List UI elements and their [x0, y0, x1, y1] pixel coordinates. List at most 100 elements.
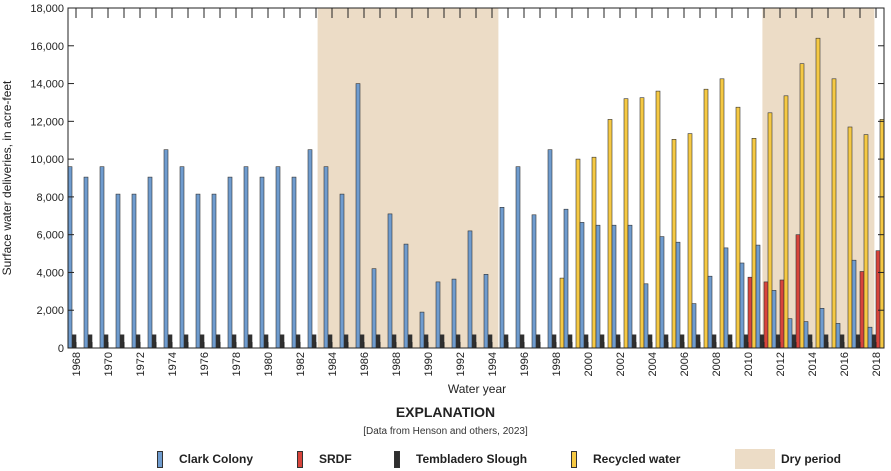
x-tick-label-1992: 1992	[455, 352, 467, 376]
x-tick-label-2016: 2016	[839, 352, 851, 376]
bar-tembladero-slough-2004	[647, 334, 653, 349]
x-tick-label-1974: 1974	[167, 352, 179, 376]
y-tick-label-4000: 4,000	[36, 267, 64, 279]
bar-recycled-water-2011	[767, 112, 773, 349]
bar-clark-colony-1995	[499, 207, 505, 349]
bar-tembladero-slough-1978	[231, 334, 237, 349]
bar-tembladero-slough-1979	[247, 334, 253, 349]
bar-clark-colony-2005	[659, 236, 665, 349]
x-tick-label-2014: 2014	[807, 352, 819, 376]
bar-srdf-2018	[875, 250, 881, 349]
bar-clark-colony-1976	[195, 193, 201, 349]
bar-clark-colony-1968	[67, 166, 73, 349]
x-tick-label-1988: 1988	[391, 352, 403, 376]
legend-title: EXPLANATION	[395, 404, 496, 420]
bar-clark-colony-1986	[355, 83, 361, 349]
bar-tembladero-slough-1970	[103, 334, 109, 349]
bar-recycled-water-2018	[879, 119, 885, 349]
bar-clark-colony-1979	[243, 166, 249, 349]
bar-clark-colony-2003	[627, 224, 633, 349]
bar-clark-colony-2018	[867, 326, 873, 349]
bar-clark-colony-1969	[83, 176, 89, 349]
bar-recycled-water-2001	[607, 119, 613, 349]
bar-clark-colony-1975	[179, 166, 185, 349]
x-tick-label-1984: 1984	[327, 352, 339, 376]
bar-tembladero-slough-2018	[871, 334, 877, 349]
bar-tembladero-slough-1993	[471, 334, 477, 349]
x-tick-label-2008: 2008	[711, 352, 723, 376]
bars	[67, 37, 885, 349]
bar-recycled-water-2010	[751, 138, 757, 349]
legend-item-dry-period: Dry period	[735, 448, 841, 470]
bar-srdf-2013	[795, 234, 801, 349]
bar-clark-colony-2002	[611, 224, 617, 349]
bar-clark-colony-1993	[467, 230, 473, 349]
bar-clark-colony-1999	[563, 208, 569, 349]
legend-swatch-clark-colony	[157, 450, 163, 468]
bar-clark-colony-1982	[291, 176, 297, 349]
bar-tembladero-slough-2003	[631, 334, 637, 349]
legend-swatch-recycled-water	[571, 450, 577, 468]
bar-recycled-water-2004	[655, 90, 661, 349]
bar-recycled-water-2013	[799, 63, 805, 349]
bar-tembladero-slough-1980	[263, 334, 269, 349]
x-tick-label-2004: 2004	[647, 352, 659, 376]
legend-item-tembladero-slough: Tembladero Slough	[394, 448, 527, 470]
y-axis-label: Surface water deliveries, in acre-feet	[0, 80, 14, 275]
bar-recycled-water-2003	[639, 97, 645, 349]
legend-item-recycled-water: Recycled water	[571, 448, 680, 470]
y-tick-label-8000: 8,000	[36, 192, 64, 204]
y-tick-label-16000: 16,000	[30, 41, 64, 53]
bar-tembladero-slough-1990	[423, 334, 429, 349]
bar-recycled-water-2002	[623, 98, 629, 349]
y-tick-label-10000: 10,000	[30, 154, 64, 166]
x-tick-label-1982: 1982	[295, 352, 307, 376]
bar-clark-colony-1991	[435, 281, 441, 349]
bar-tembladero-slough-1997	[535, 334, 541, 349]
bar-clark-colony-2001	[595, 224, 601, 349]
bar-chart: 0 2,000 4,000 6,000 8,000 10,000 12,000 14,000 1…	[0, 3, 885, 396]
bar-tembladero-slough-2001	[599, 334, 605, 349]
bar-tembladero-slough-1986	[359, 334, 365, 349]
y-tick-label-2000: 2,000	[36, 305, 64, 317]
legend-items: Clark Colony SRDF Tembladero Slough Recy…	[0, 448, 891, 470]
bar-tembladero-slough-2002	[615, 334, 621, 349]
legend-label-tembladero-slough: Tembladero Slough	[416, 452, 528, 466]
bar-recycled-water-1999	[575, 158, 581, 349]
bar-tembladero-slough-1999	[567, 334, 573, 349]
x-tick-label-1990: 1990	[423, 352, 435, 376]
bar-tembladero-slough-1976	[199, 334, 205, 349]
bar-tembladero-slough-1988	[391, 334, 397, 349]
bar-recycled-water-2009	[735, 106, 741, 349]
y-tick-label-0: 0	[58, 343, 64, 355]
x-tick-label-2006: 2006	[679, 352, 691, 376]
explanation-legend: EXPLANATION [Data from Henson and others…	[0, 400, 891, 471]
bar-clark-colony-1978	[227, 176, 233, 349]
bar-clark-colony-1983	[307, 149, 313, 349]
bar-tembladero-slough-2012	[775, 334, 781, 349]
bar-tembladero-slough-1972	[135, 334, 141, 349]
axes: 0 2,000 4,000 6,000 8,000 10,000 12,000 14,000 1…	[30, 3, 885, 376]
legend-source-note: [Data from Henson and others, 2023]	[363, 426, 528, 437]
bar-srdf-2011	[763, 281, 769, 349]
bar-tembladero-slough-2013	[791, 334, 797, 349]
x-tick-label-1978: 1978	[231, 352, 243, 376]
bar-recycled-water-2000	[591, 156, 597, 349]
bar-tembladero-slough-2017	[855, 334, 861, 349]
bar-tembladero-slough-1995	[503, 334, 509, 349]
bar-clark-colony-1994	[483, 273, 489, 349]
bar-clark-colony-1987	[371, 268, 377, 349]
x-tick-label-1994: 1994	[487, 352, 499, 376]
legend-item-srdf: SRDF	[297, 448, 352, 470]
legend-item-clark-colony: Clark Colony	[157, 448, 253, 470]
x-tick-label-1972: 1972	[135, 352, 147, 376]
bar-tembladero-slough-2006	[679, 334, 685, 349]
bar-recycled-water-2006	[687, 133, 693, 349]
bar-recycled-water-2008	[719, 78, 725, 349]
bar-clark-colony-2014	[803, 321, 809, 349]
x-tick-label-1976: 1976	[199, 352, 211, 376]
bar-srdf-2010	[747, 276, 753, 349]
bar-clark-colony-1985	[339, 193, 345, 349]
bar-clark-colony-2004	[643, 283, 649, 349]
